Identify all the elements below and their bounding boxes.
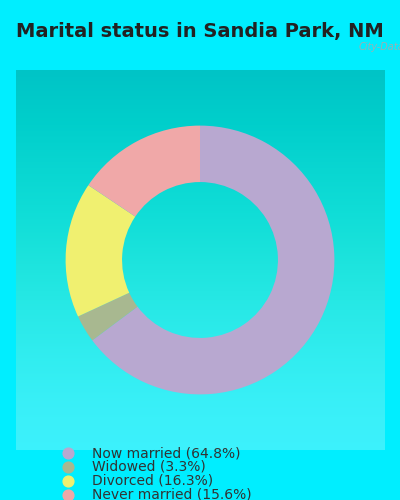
- Wedge shape: [88, 126, 200, 216]
- Wedge shape: [92, 126, 334, 394]
- Text: Widowed (3.3%): Widowed (3.3%): [92, 460, 206, 474]
- Text: Divorced (16.3%): Divorced (16.3%): [92, 474, 213, 488]
- Text: Now married (64.8%): Now married (64.8%): [92, 446, 240, 460]
- Text: Marital status in Sandia Park, NM: Marital status in Sandia Park, NM: [16, 22, 384, 42]
- Wedge shape: [78, 292, 138, 341]
- Wedge shape: [66, 185, 135, 316]
- Text: Never married (15.6%): Never married (15.6%): [92, 488, 252, 500]
- Text: City-Data.com: City-Data.com: [359, 42, 400, 51]
